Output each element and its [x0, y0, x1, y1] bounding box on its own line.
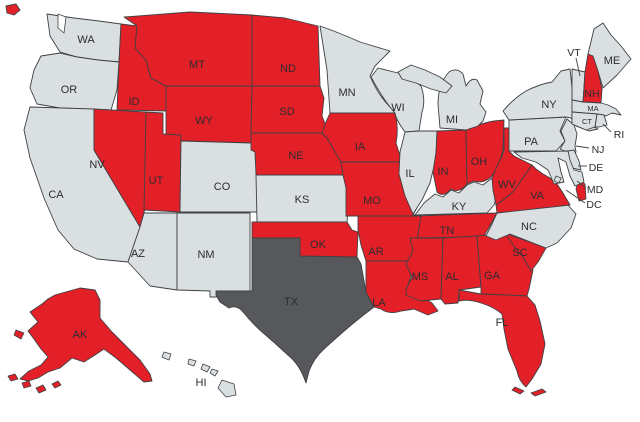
state-hi-island[interactable]: [187, 358, 197, 367]
label-ar: AR: [368, 246, 383, 258]
dc-leader-line: [565, 189, 586, 204]
label-ms: MS: [412, 271, 429, 283]
label-sc: SC: [512, 247, 527, 259]
state-ct[interactable]: [571, 111, 598, 131]
state-hi-island[interactable]: [209, 368, 219, 377]
state-il[interactable]: [398, 130, 438, 215]
label-sd: SD: [279, 106, 294, 118]
label-az: AZ: [131, 248, 145, 260]
label-mn: MN: [338, 87, 355, 99]
label-il: IL: [405, 168, 414, 180]
label-ia: IA: [355, 141, 366, 153]
leader-lines: [565, 57, 612, 204]
state-hi-island[interactable]: [161, 351, 172, 361]
label-ga: GA: [484, 270, 501, 282]
label-ca: CA: [48, 189, 64, 201]
label-nj: NJ: [592, 144, 605, 156]
state-ky[interactable]: [414, 177, 500, 216]
state-va[interactable]: [495, 164, 571, 214]
state-in[interactable]: [432, 129, 468, 195]
label-vt: VT: [567, 47, 581, 59]
label-id: ID: [129, 96, 140, 108]
state-ak[interactable]: [19, 287, 153, 383]
state-wi[interactable]: [370, 67, 425, 133]
label-dc: DC: [586, 199, 602, 211]
state-labels: WA OR CA NV ID MT WY UT AZ NM CO ND SD N…: [48, 34, 624, 389]
label-ky: KY: [452, 201, 467, 213]
label-co: CO: [214, 181, 231, 193]
state-hi-island[interactable]: [200, 363, 211, 373]
label-nv: NV: [89, 159, 105, 171]
nj-leader-line: [575, 145, 590, 149]
label-md: MD: [587, 184, 604, 196]
state-mi-upper[interactable]: [397, 64, 453, 94]
vt-leader-line: [575, 57, 581, 77]
state-fl[interactable]: [458, 289, 546, 388]
label-wa: WA: [77, 34, 95, 46]
label-ut: UT: [149, 175, 164, 187]
label-nc: NC: [521, 221, 537, 233]
state-ak-island[interactable]: [13, 329, 25, 340]
state-ak-island[interactable]: [7, 373, 19, 382]
label-mo: MO: [363, 195, 381, 207]
label-or: OR: [61, 84, 78, 96]
state-ny[interactable]: [502, 68, 599, 132]
label-ks: KS: [295, 194, 310, 206]
ri-leader-line: [602, 123, 612, 133]
puget-sound: [57, 13, 67, 34]
state-fl-keys[interactable]: [511, 386, 525, 395]
state-nd[interactable]: [251, 14, 321, 87]
label-ak: AK: [73, 329, 88, 341]
label-mt: MT: [189, 59, 205, 71]
label-hi: HI: [196, 377, 207, 389]
state-ak-island[interactable]: [51, 380, 62, 389]
state-ak-aleutian-fragment[interactable]: [5, 3, 21, 16]
state-fl-keys[interactable]: [530, 388, 547, 397]
label-tx: TX: [284, 296, 299, 308]
state-ak-island[interactable]: [35, 384, 47, 394]
label-al: AL: [445, 271, 458, 283]
md-leader-line: [576, 180, 587, 189]
state-me[interactable]: [587, 22, 632, 89]
label-ri: RI: [614, 129, 625, 141]
label-mi: MI: [446, 114, 458, 126]
state-mt[interactable]: [123, 11, 253, 87]
label-fl: FL: [496, 317, 509, 329]
state-co[interactable]: [179, 140, 258, 213]
label-nd: ND: [280, 63, 296, 75]
state-shapes: [5, 3, 632, 398]
label-ma: MA: [587, 104, 598, 113]
label-wy: WY: [195, 115, 213, 127]
state-tx[interactable]: [215, 237, 375, 384]
label-tn: TN: [440, 225, 455, 237]
state-ak-island[interactable]: [21, 380, 32, 389]
label-me: ME: [604, 55, 621, 67]
state-nc[interactable]: [485, 203, 577, 249]
label-oh: OH: [471, 156, 488, 168]
state-md[interactable]: [513, 150, 585, 187]
state-or[interactable]: [29, 52, 120, 111]
label-de: DE: [589, 162, 604, 174]
label-nm: NM: [197, 249, 214, 261]
label-va: VA: [530, 190, 545, 202]
state-hi-big-island[interactable]: [217, 379, 237, 398]
label-wv: WV: [498, 179, 516, 191]
label-pa: PA: [524, 136, 539, 148]
label-ne: NE: [288, 150, 303, 162]
label-ct: CT: [582, 117, 592, 126]
state-ut[interactable]: [143, 111, 182, 213]
label-wi: WI: [391, 102, 404, 114]
label-in: IN: [438, 166, 449, 178]
label-nh: NH: [584, 88, 599, 100]
label-ok: OK: [310, 239, 327, 251]
state-ri[interactable]: [594, 113, 608, 128]
label-la: LA: [372, 297, 386, 309]
label-ny: NY: [541, 99, 557, 111]
state-dc[interactable]: [553, 175, 562, 184]
